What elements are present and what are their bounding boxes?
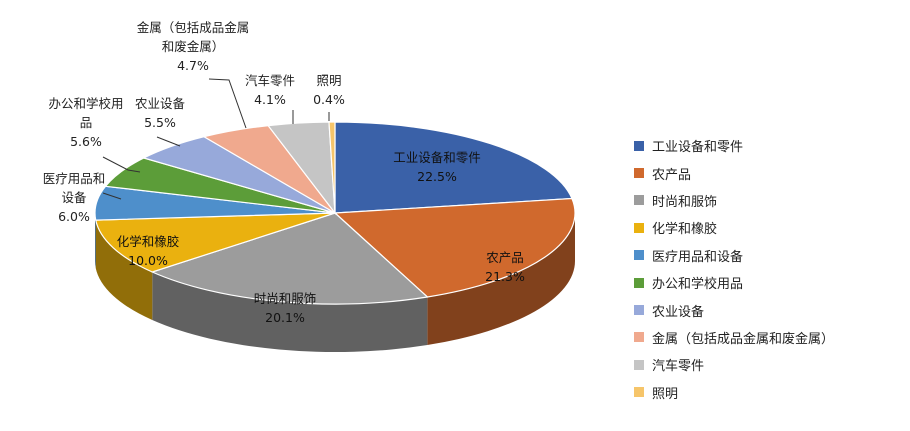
leader-line-6 (156, 136, 181, 147)
legend-item: 化学和橡胶 (634, 214, 834, 241)
data-labels: 工业设备和零件 22.5% 农产品 21.3% 时尚和服饰 20.1% 化学和橡胶 10.0%… (43, 20, 525, 325)
legend-item: 办公和学校用品 (634, 269, 834, 296)
legend-item: 汽车零件 (634, 351, 834, 378)
legend-label: 汽车零件 (652, 359, 705, 375)
legend-label: 时尚和服饰 (652, 194, 718, 210)
legend-item: 农业设备 (634, 296, 834, 323)
data-label-value-7: 4.7% (177, 58, 209, 73)
legend-swatch (634, 332, 644, 343)
legend-swatch (634, 277, 644, 288)
legend-label: 金属（包括成品金属和废金属） (652, 331, 835, 347)
legend-label: 化学和橡胶 (652, 222, 718, 238)
pie-slice-3 (95, 212, 336, 273)
legend-label: 医疗用品和设备 (652, 249, 744, 265)
data-label-name-3: 化学和橡胶 (117, 234, 180, 249)
data-label-value-3: 10.0% (128, 253, 168, 268)
chart-legend: 工业设备和零件 农产品时尚和服饰化学和橡胶医疗用品和设备 办公和学校用品 农业设备金属… (634, 132, 834, 406)
legend-item: 时尚和服饰 (634, 187, 834, 214)
data-label-name-2: 时尚和服饰 (254, 291, 317, 306)
legend-swatch (634, 387, 644, 398)
data-label-name-0: 工业设备和零件 (393, 150, 481, 165)
legend-label: 照明 (652, 386, 679, 402)
data-label-name-7: 金属（包括成品金属 (137, 20, 250, 35)
pie-slice-1 (333, 197, 576, 298)
legend-label: 工业设备和零件 (652, 140, 744, 156)
pie-slice-0 (334, 121, 573, 214)
data-label-name-6: 农业设备 (135, 96, 186, 111)
pie-slice-2 (150, 212, 429, 305)
legend-swatch (634, 168, 644, 179)
legend-swatch (634, 222, 644, 233)
data-label-value-6: 5.5% (144, 115, 176, 130)
legend-swatch (634, 195, 644, 206)
data-label-value-2: 20.1% (265, 310, 305, 325)
data-label-value-0: 22.5% (417, 169, 457, 184)
legend-swatch (634, 140, 644, 151)
pie-side-4 (95, 213, 96, 269)
data-label-value-9: 0.4% (313, 92, 345, 107)
legend-item: 照明 (634, 379, 834, 406)
data-label-name-8: 汽车零件 (245, 73, 295, 88)
data-label-name-1: 农产品 (486, 250, 524, 265)
data-label-name-5: 品 (80, 115, 93, 130)
data-label-name-9: 照明 (316, 73, 341, 88)
pie-side-2 (152, 272, 428, 352)
legend-item: 工业设备和零件 (634, 132, 834, 159)
data-label-name-7: 和废金属） (162, 39, 225, 54)
legend-label: 办公和学校用品 (652, 277, 744, 293)
legend-label: 农业设备 (652, 304, 705, 320)
legend-swatch (634, 250, 644, 261)
leader-line-5 (102, 156, 141, 173)
data-label-value-1: 21.3% (485, 269, 525, 284)
leader-line-7 (208, 78, 247, 129)
data-label-name-4: 设备 (61, 190, 87, 205)
legend-swatch (634, 359, 644, 370)
legend-item: 金属（包括成品金属和废金属） (634, 324, 834, 351)
data-label-value-4: 6.0% (58, 209, 90, 224)
data-label-value-5: 5.6% (70, 134, 102, 149)
data-label-value-8: 4.1% (254, 92, 286, 107)
legend-item: 医疗用品和设备 (634, 242, 834, 269)
data-label-name-5: 办公和学校用 (48, 96, 123, 111)
legend-swatch (634, 305, 644, 316)
pie-top (94, 121, 576, 305)
leader-line-4 (102, 192, 122, 200)
legend-label: 农产品 (652, 167, 692, 183)
pie-slice-9 (328, 121, 336, 214)
data-label-name-4: 医疗用品和 (43, 171, 106, 186)
legend-item: 农产品 (634, 159, 834, 186)
